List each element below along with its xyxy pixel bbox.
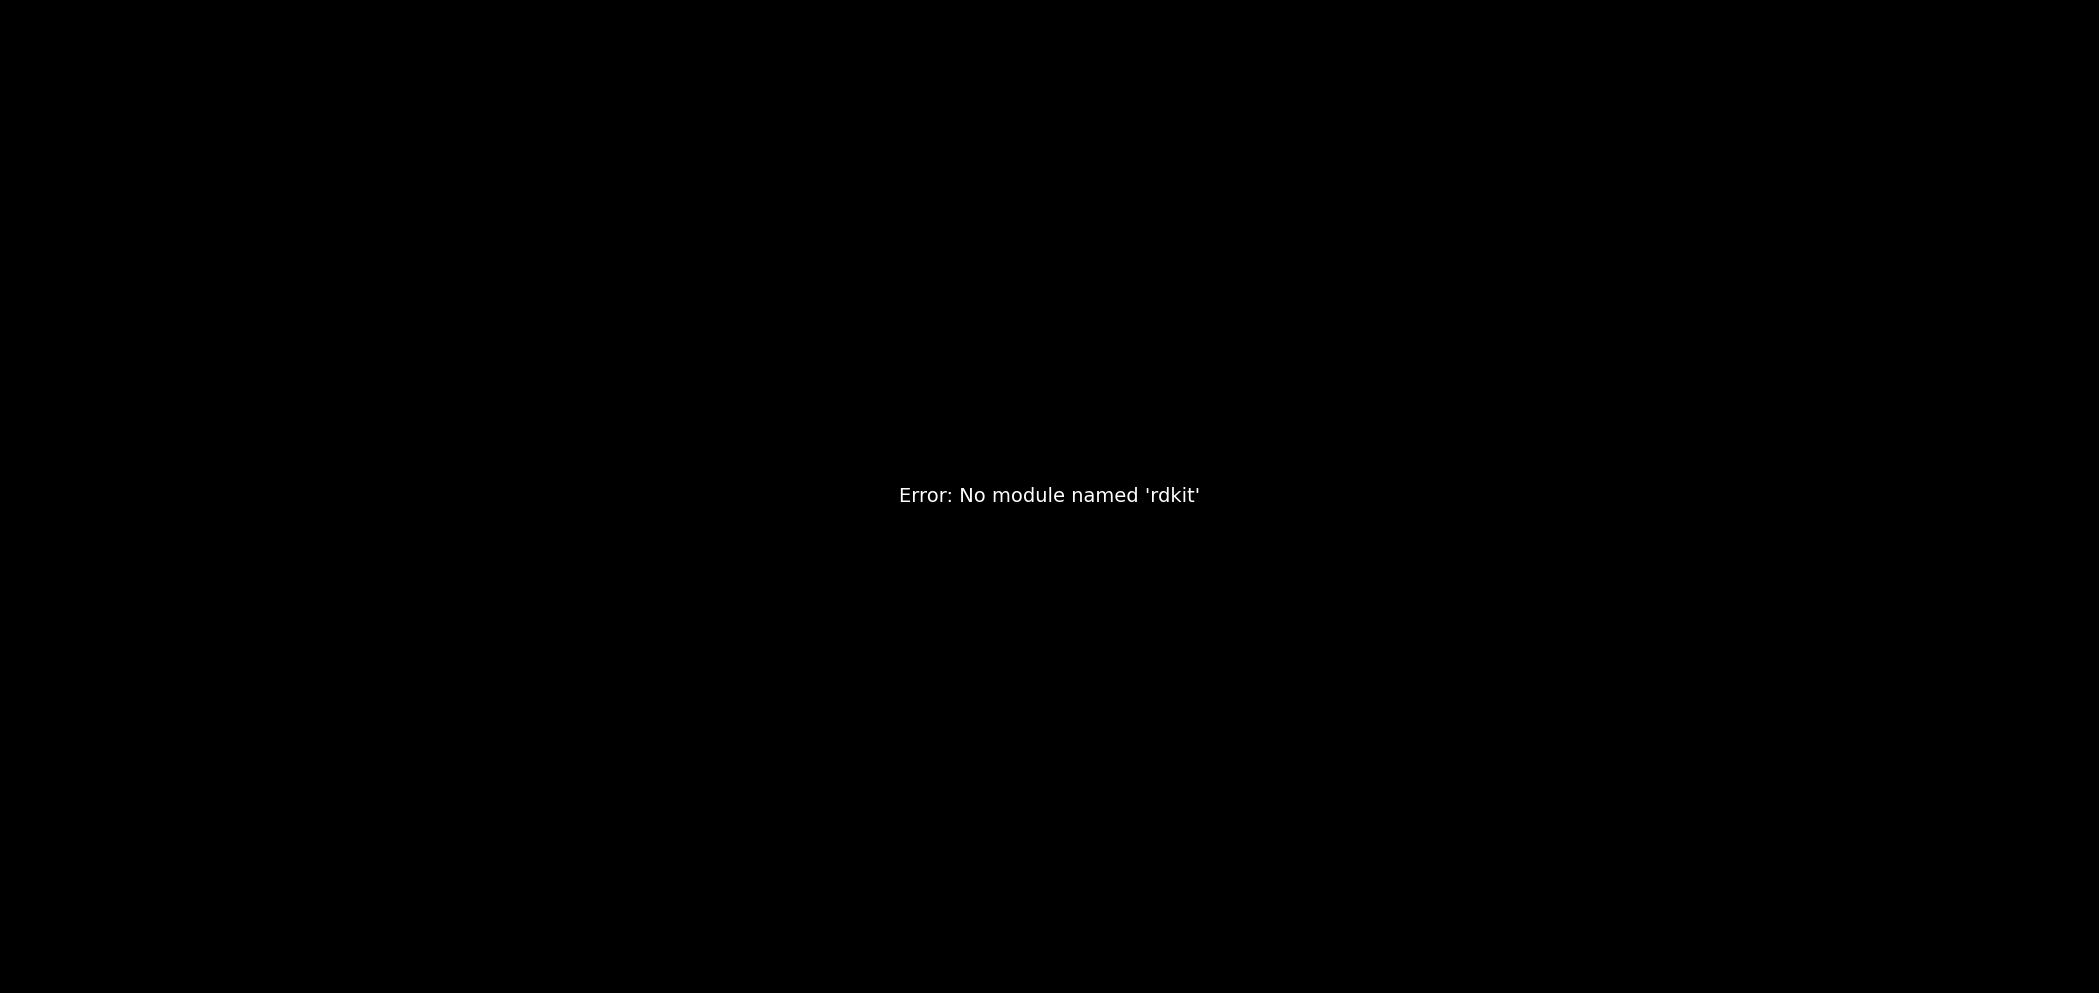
Text: Error: No module named 'rdkit': Error: No module named 'rdkit' — [898, 487, 1201, 506]
